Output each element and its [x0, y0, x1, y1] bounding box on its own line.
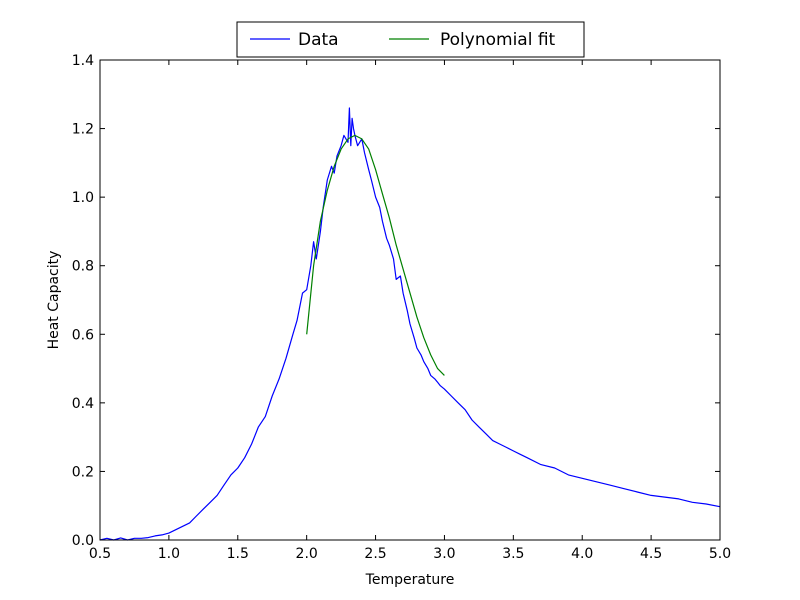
x-axis-label: Temperature — [365, 572, 455, 588]
x-tick-label: 0.5 — [89, 546, 111, 562]
y-tick-label: 1.4 — [72, 53, 94, 69]
x-tick-label: 2.0 — [296, 546, 318, 562]
y-tick-label: 0.2 — [72, 464, 94, 480]
y-tick-label: 1.0 — [72, 190, 94, 206]
x-tick-label: 3.5 — [502, 546, 524, 562]
plot-frame — [99, 59, 721, 541]
ticks-layer: 0.5 1.0 1.5 2.0 2.5 3.0 3.5 4.0 4.5 5.0 0.0 0.2 0.4 0… — [72, 53, 731, 562]
x-tick-label: 5.0 — [709, 546, 731, 562]
series-layer — [99, 107, 721, 541]
x-tick-label: 4.5 — [640, 546, 662, 562]
y-axis-label: Heat Capacity — [46, 251, 62, 350]
x-tick-label: 4.0 — [571, 546, 593, 562]
y-tick-label: 0.6 — [72, 327, 94, 343]
y-tick-label: 0.4 — [72, 396, 94, 412]
legend-label-data: Data — [298, 30, 339, 50]
series-line-polynomial-fit — [306, 134, 445, 376]
y-tick-label: 0.8 — [72, 259, 94, 275]
legend-label-polynomial-fit: Polynomial fit — [440, 30, 556, 50]
x-tick-label: 1.0 — [158, 546, 180, 562]
y-tick-label: 0.0 — [72, 533, 94, 549]
y-tick-label: 1.2 — [72, 122, 94, 138]
x-tick-label: 1.5 — [227, 546, 249, 562]
legend: Data Polynomial fit — [236, 21, 585, 58]
x-tick-label: 2.5 — [364, 546, 386, 562]
x-tick-label: 3.0 — [433, 546, 455, 562]
